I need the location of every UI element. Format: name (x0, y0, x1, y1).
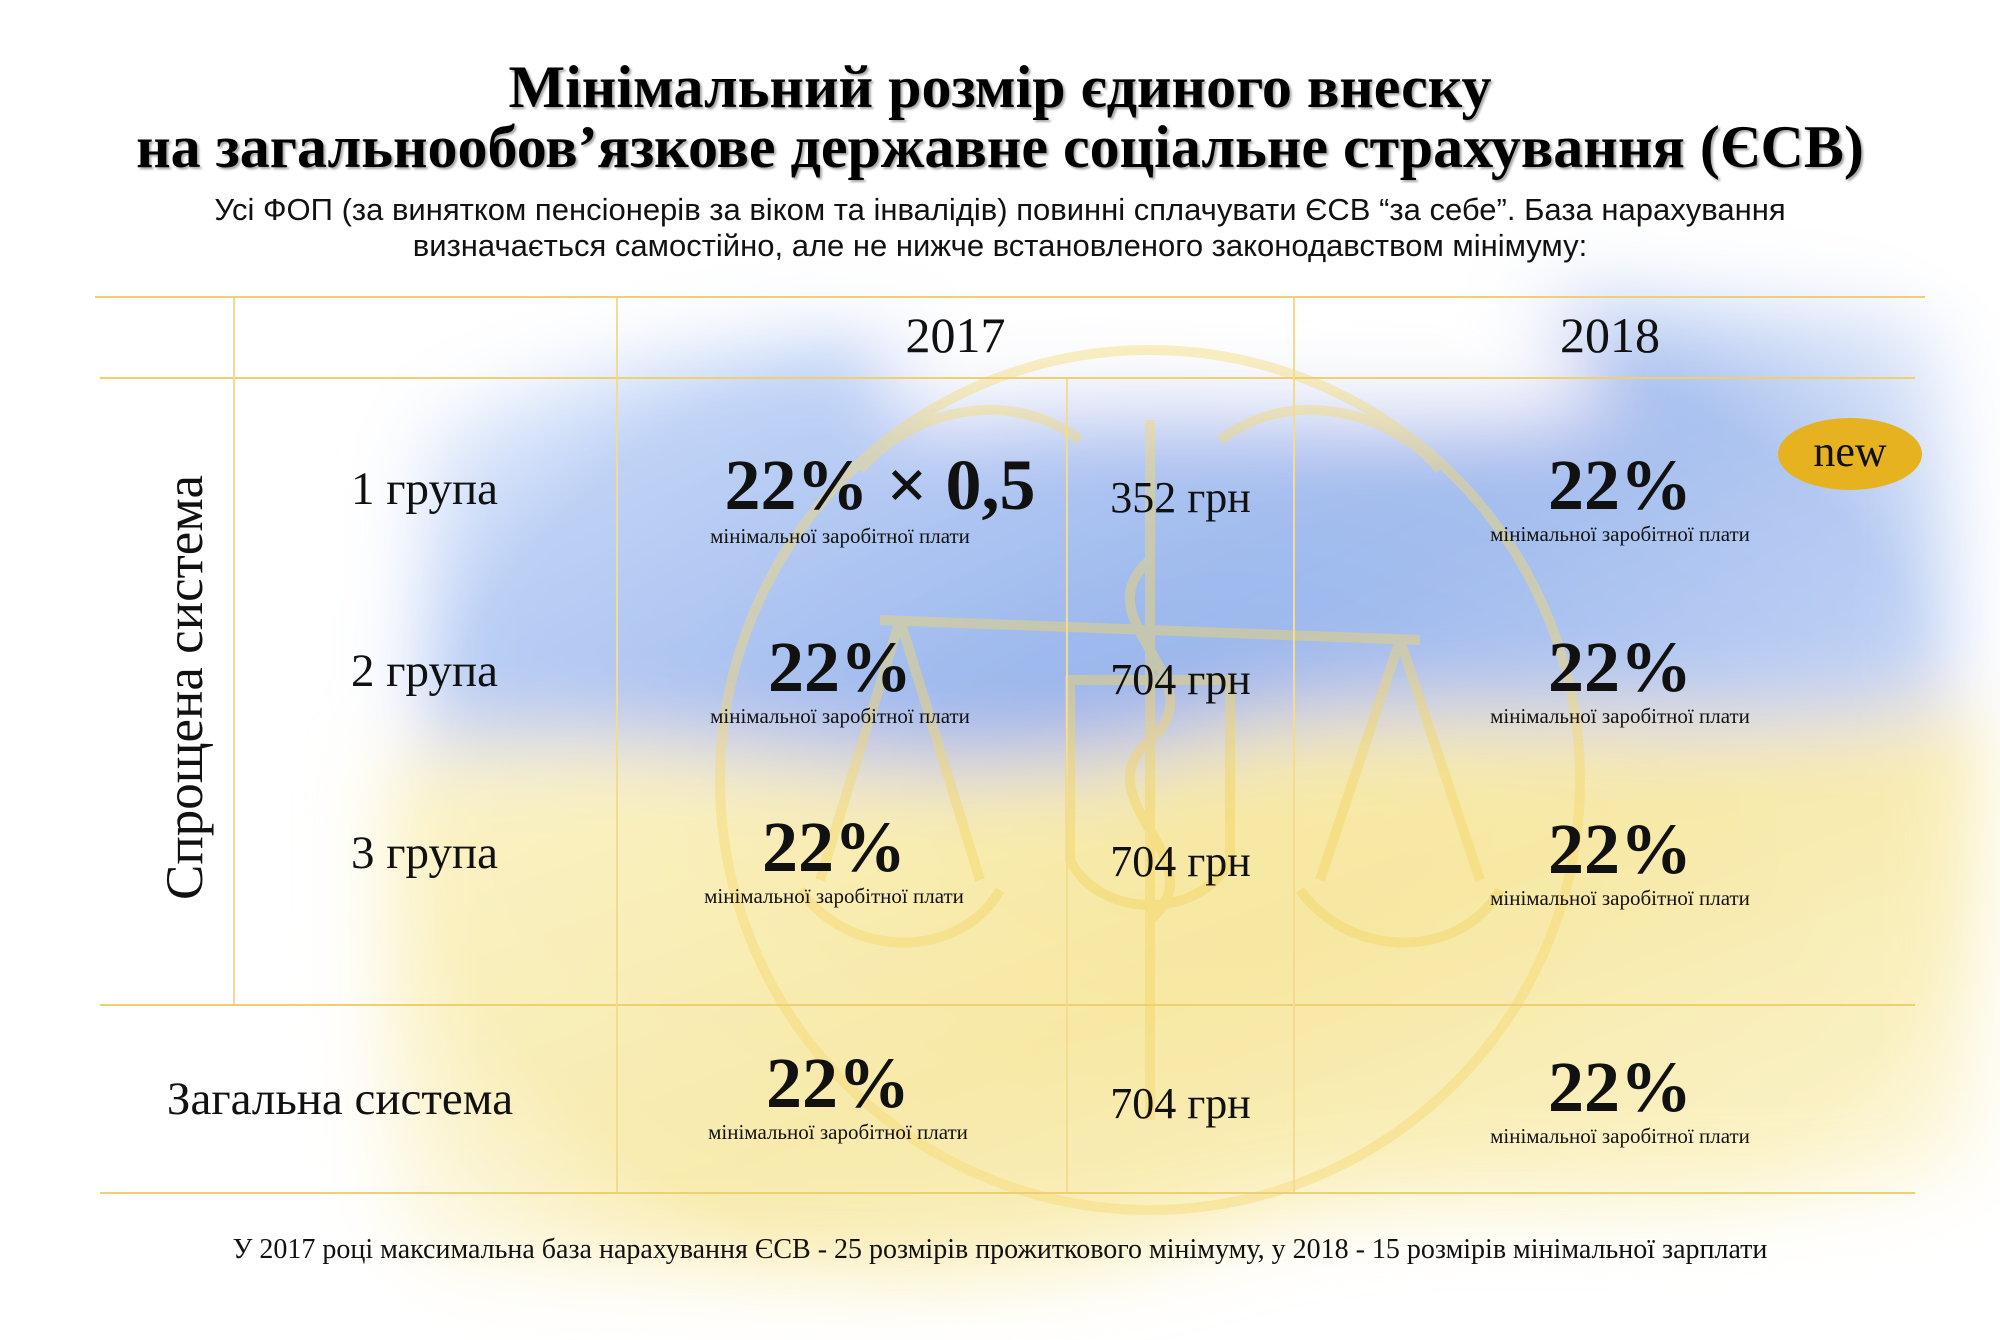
group-3-rate-2018: 22% (1548, 809, 1692, 889)
general-amount-2017: 704 грн (1110, 1079, 1251, 1128)
group-3-amount-2017: 704 грн (1110, 837, 1251, 886)
group-2-note-2018: мінімальної заробітної плати (1490, 704, 1750, 728)
subtitle-line2: визначається самостійно, але не нижче вс… (412, 228, 1588, 263)
group-3-note-2018: мінімальної заробітної плати (1490, 886, 1750, 910)
group-3-rate-2017: 22% (762, 807, 906, 887)
group-2-rate-2017: 22% (768, 627, 912, 707)
group-2-rate-2018: 22% (1548, 627, 1692, 707)
year-2017-header: 2017 (905, 307, 1006, 363)
table-section-border (100, 1004, 1915, 1006)
page-title-line2: на загальнообов’язкове державне соціальн… (136, 114, 1864, 180)
group-1-rate-2018: 22% (1548, 445, 1692, 525)
year-2018-header: 2018 (1560, 307, 1660, 363)
subtitle-line1: Усі ФОП (за винятком пенсіонерів за віко… (214, 192, 1786, 227)
general-note-2018: мінімальної заробітної плати (1490, 1124, 1750, 1148)
general-rate-2017: 22% (766, 1043, 910, 1123)
general-system-label: Загальна система (166, 1073, 514, 1125)
group-2-label: 2 група (351, 645, 498, 697)
group-2-note-2017: мінімальної заробітної плати (710, 704, 970, 728)
simplified-system-label: Спрощена система (156, 475, 214, 900)
group-3-label: 3 група (351, 827, 498, 879)
group-1-note-2018: мінімальної заробітної плати (1490, 522, 1750, 546)
footer-note: У 2017 році максимальна база нарахування… (232, 1234, 1768, 1265)
table-divider-2 (616, 298, 618, 1192)
general-note-2017: мінімальної заробітної плати (708, 1120, 968, 1144)
group-2-amount-2017: 704 грн (1110, 655, 1251, 704)
group-1-label: 1 група (351, 463, 498, 515)
table-divider-1 (233, 298, 235, 1004)
table-divider-4 (1293, 298, 1295, 1192)
page-title-line1: Мінімальний розмір єдиного внеску (508, 54, 1492, 120)
table-top-border (95, 296, 1925, 298)
group-3-note-2017: мінімальної заробітної плати (704, 884, 964, 908)
group-1-note-2017: мінімальної заробітної плати (710, 524, 970, 548)
group-1-rate-2017: 22% × 0,5 (724, 445, 1036, 525)
table-bottom-border (100, 1192, 1915, 1194)
group-1-amount-2017: 352 грн (1110, 473, 1251, 522)
general-rate-2018: 22% (1548, 1047, 1692, 1127)
table-header-border (100, 377, 1915, 379)
table-divider-3 (1066, 379, 1068, 1192)
new-badge: new (1778, 418, 1922, 490)
